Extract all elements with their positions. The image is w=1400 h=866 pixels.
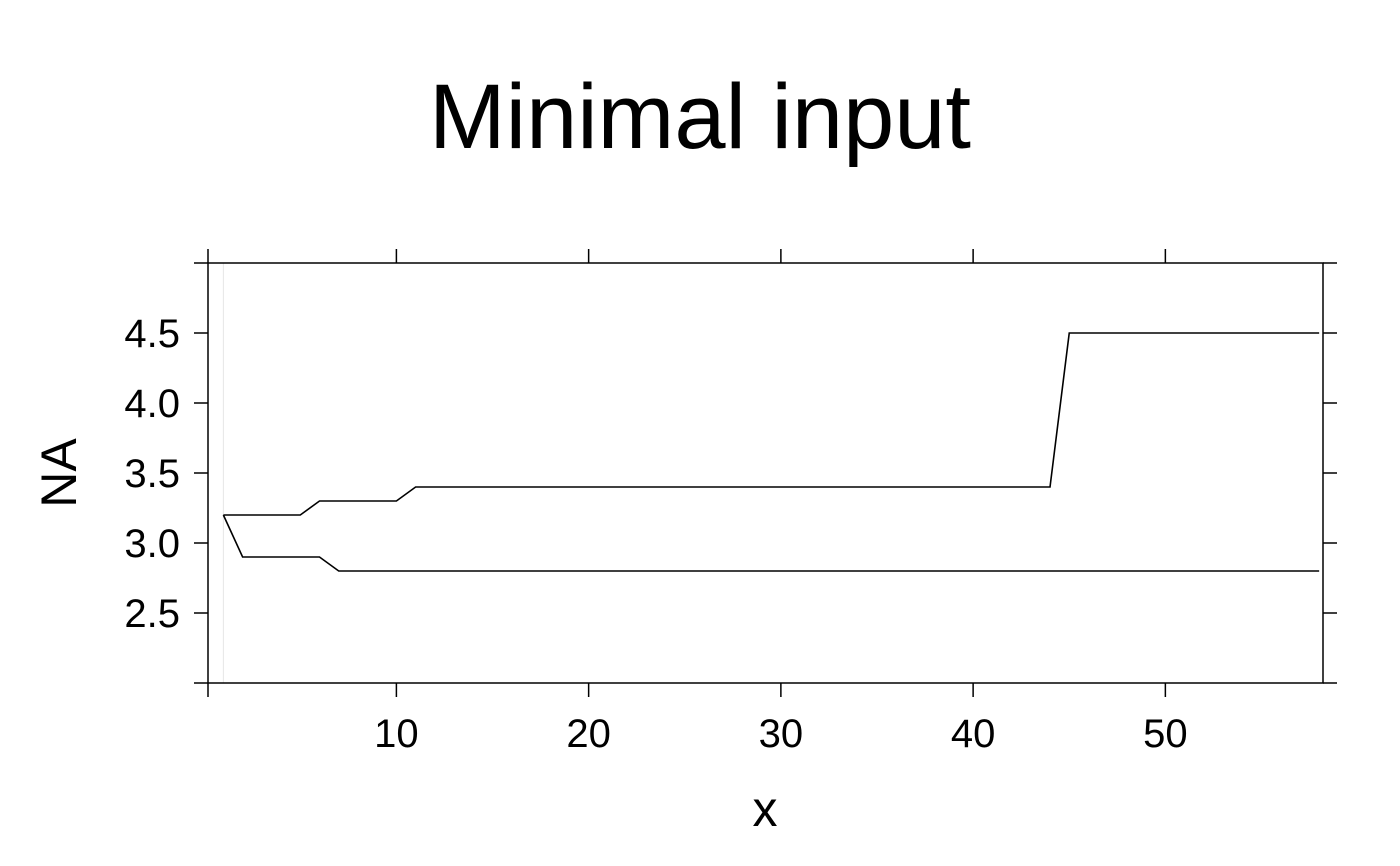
y-tick-label: 4.0 <box>124 382 180 426</box>
chart-title: Minimal input <box>429 66 971 168</box>
y-tick-label: 3.5 <box>124 452 180 496</box>
x-tick-label: 10 <box>374 712 419 756</box>
y-tick-label: 4.5 <box>124 312 180 356</box>
x-tick-label: 50 <box>1143 712 1188 756</box>
y-axis: 2.5 3.0 3.5 4.0 4.5 <box>124 262 1337 684</box>
series-line-1 <box>223 332 1320 516</box>
y-tick-label: 2.5 <box>124 592 180 636</box>
x-tick-label: 20 <box>566 712 611 756</box>
plot-area <box>207 262 1324 684</box>
series-layer <box>222 332 1320 572</box>
y-tick-label: 3.0 <box>124 522 180 566</box>
series-line-2 <box>222 514 1320 572</box>
x-tick-label: 30 <box>759 712 804 756</box>
y-axis-label: NA <box>31 438 87 508</box>
plot-frame <box>207 262 1324 684</box>
x-axis: 10 20 30 40 50 <box>207 249 1188 756</box>
x-tick-label: 40 <box>951 712 996 756</box>
x-axis-label: x <box>753 781 778 837</box>
